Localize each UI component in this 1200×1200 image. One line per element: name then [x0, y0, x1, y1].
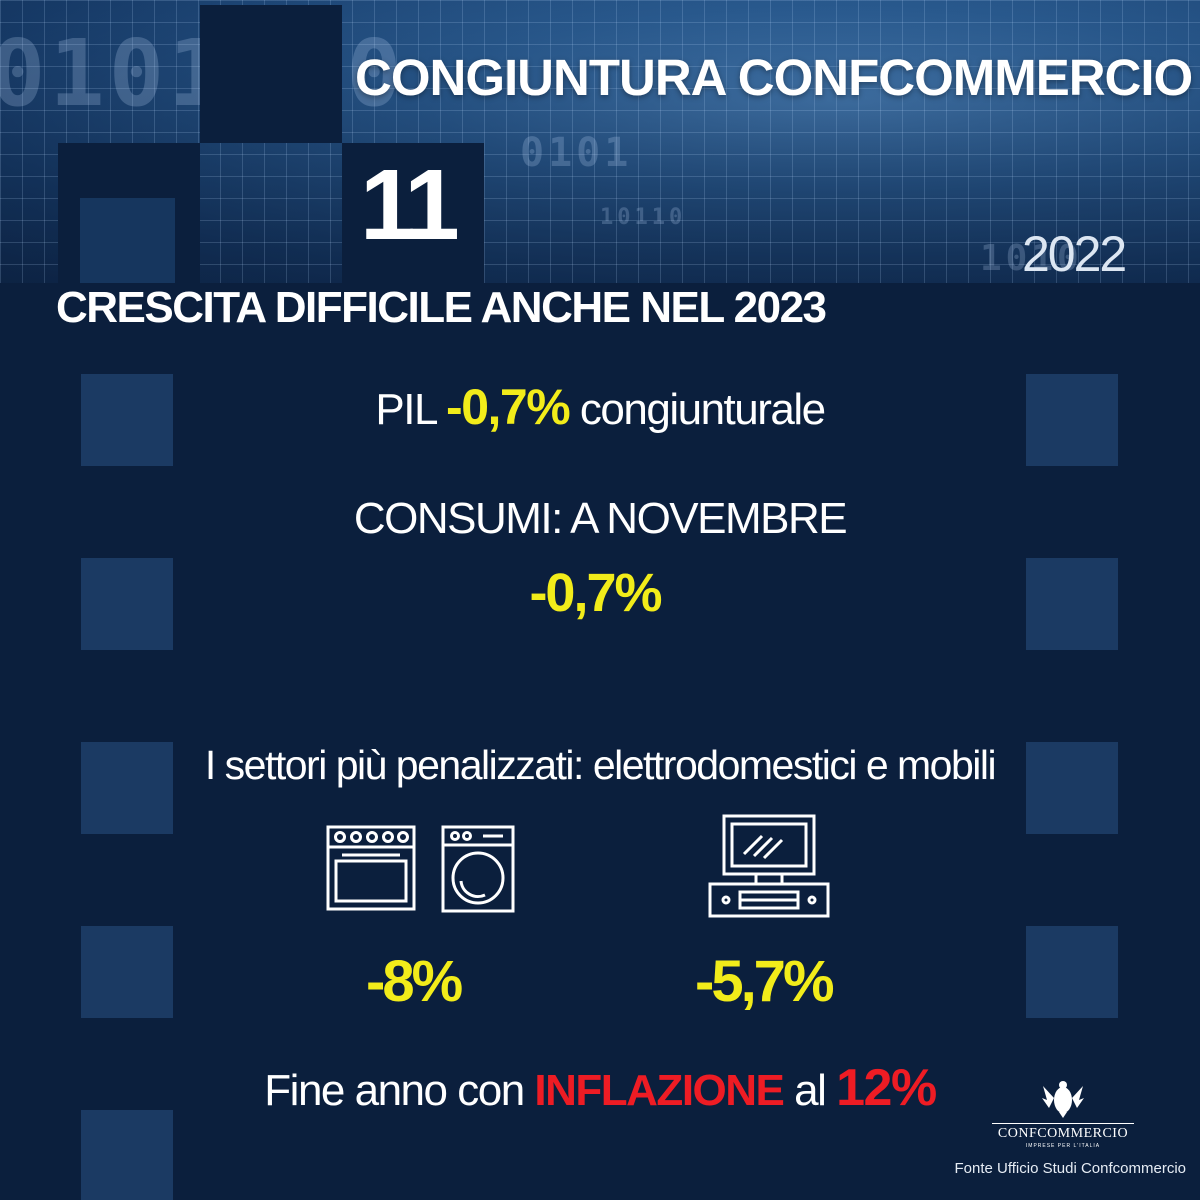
- pil-suffix: congiunturale: [579, 385, 826, 434]
- washing-machine-icon: [441, 825, 515, 913]
- pil-line: PIL -0,7% congiunturale: [0, 378, 1200, 436]
- consumi-label: CONSUMI: A NOVEMBRE: [353, 494, 848, 543]
- decor-square: [342, 143, 484, 283]
- inflation-value: 12%: [836, 1059, 937, 1117]
- furniture-value: -5,7%: [695, 949, 835, 1014]
- issue-number: 11: [360, 149, 460, 261]
- inflation-line: Fine anno con INFLAZIONE al 12%: [0, 1058, 1200, 1118]
- pil-value: -0,7%: [446, 379, 571, 435]
- decor-square-inner: [80, 198, 175, 283]
- side-square: [1026, 926, 1118, 1018]
- side-square: [81, 374, 173, 466]
- oven-icon: [326, 825, 416, 911]
- consumi-value: -0,7%: [529, 563, 662, 623]
- issue-year: 2022: [1022, 226, 1127, 282]
- binary-decor: 0101: [520, 130, 633, 176]
- side-square: [1026, 742, 1118, 834]
- binary-decor: 1010: [980, 238, 1083, 279]
- logo-name: CONFCOMMERCIO: [992, 1123, 1134, 1142]
- page-title: CONGIUNTURA CONFCOMMERCIO: [355, 49, 1193, 106]
- side-square: [81, 926, 173, 1018]
- inflation-middle: al: [794, 1066, 827, 1115]
- side-square: [1026, 374, 1118, 466]
- side-square: [81, 742, 173, 834]
- eagle-icon: [1042, 1081, 1084, 1118]
- header-banner: 0101010 0101 1010 10110 CONGIUNTURA CONF…: [0, 0, 1200, 283]
- side-square: [81, 558, 173, 650]
- inflation-highlight: INFLAZIONE: [534, 1066, 784, 1115]
- source-note: Fonte Ufficio Studi Confcommercio: [954, 1160, 1186, 1177]
- decor-square: [200, 5, 342, 143]
- tv-cabinet-icon: [706, 814, 832, 922]
- logo-tagline: IMPRESE PER L'ITALIA: [1025, 1143, 1101, 1149]
- confcommercio-logo: CONFCOMMERCIO IMPRESE PER L'ITALIA: [988, 1078, 1138, 1149]
- subtitle: CRESCITA DIFFICILE ANCHE NEL 2023: [56, 283, 827, 332]
- decor-square: [58, 143, 200, 283]
- side-square: [81, 1110, 173, 1200]
- appliances-value: -8%: [366, 949, 463, 1014]
- settori-title: I settori più penalizzati: elettrodomest…: [204, 742, 997, 788]
- binary-decor: 10110: [600, 205, 687, 230]
- pil-label: PIL: [375, 385, 436, 434]
- side-square: [1026, 558, 1118, 650]
- inflation-prefix: Fine anno con: [264, 1066, 525, 1115]
